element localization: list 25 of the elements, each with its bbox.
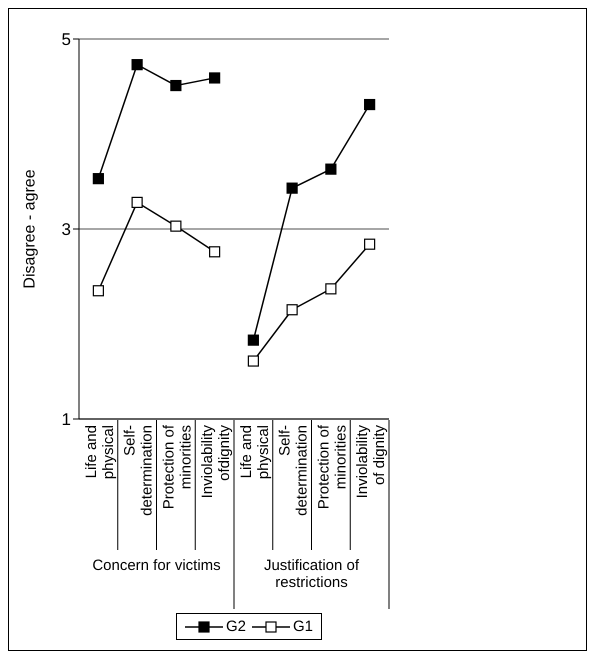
y-tick-label: 3 (62, 220, 71, 240)
text: Concern for victims (91, 557, 222, 574)
point (92, 173, 104, 184)
point (248, 334, 259, 346)
point (132, 196, 143, 208)
x-tick-label: Life and physical (82, 425, 117, 480)
legend-label: G2 (226, 618, 246, 635)
y-axis-title: Disagree - agree (22, 169, 39, 289)
point (325, 164, 336, 175)
point (286, 304, 298, 316)
y-tick-label: 5 (62, 30, 71, 50)
point (364, 98, 376, 110)
point (92, 285, 104, 296)
point (209, 246, 220, 258)
point (248, 355, 259, 367)
text: Justification of restrictions (262, 557, 360, 591)
point (170, 220, 182, 232)
point (364, 238, 376, 250)
point (209, 72, 220, 84)
point (286, 182, 298, 194)
y-tick-label: 1 (62, 410, 71, 430)
point (325, 283, 336, 294)
point (132, 59, 143, 70)
point (170, 80, 182, 92)
legend-label: G1 (293, 618, 314, 635)
